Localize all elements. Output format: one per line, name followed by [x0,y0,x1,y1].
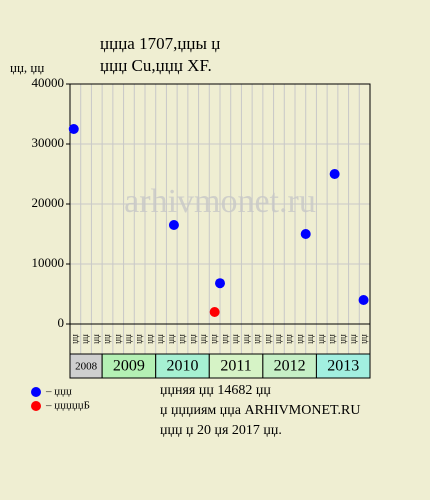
legend-label: – џџџџџБ [45,400,90,412]
column-label: џџ [294,334,304,344]
column-label: џџ [241,334,251,344]
footer-text: џ џџџиям џџа ARHIVMONET.RU [160,403,360,418]
column-label: џџ [198,334,208,344]
column-label: џџ [144,334,154,344]
column-label: џџ [327,334,337,344]
year-label: 2009 [113,358,145,375]
legend-marker [31,401,41,411]
column-label: џџ [102,334,112,344]
column-label: џџ [209,334,219,344]
column-label: џџ [316,334,326,344]
footer-text: џџняя џџ 14682 џџ [160,383,271,398]
column-label: џџ [359,334,369,344]
point [329,169,340,179]
column-label: џџ [337,334,347,344]
year-band [69,353,103,379]
year-label: 2011 [220,358,251,375]
column-label: џџ [284,334,294,344]
column-label: џџ [219,334,229,344]
column-label: џџ [177,334,187,344]
column-label: џџ [69,334,79,344]
column-label: џџ [262,334,272,344]
legend-label: – џџџ [45,386,72,398]
y-tick-label: 10000 [32,255,65,270]
point [68,124,79,134]
column-label: џџ [348,334,358,344]
point [215,278,225,289]
column-label: џџ [273,334,283,344]
year-band [315,353,371,379]
year-band [101,353,157,379]
column-label: џџ [187,334,197,344]
year-band [262,353,317,379]
year-label: 2012 [274,358,306,375]
column-label: џџ [123,334,133,344]
y-tick-label: 0 [58,315,65,330]
year-label: 2013 [327,358,359,375]
year-label: 2008 [75,361,98,373]
column-label: џџ [91,334,101,344]
column-label: џџ [112,334,122,344]
year-label: 2010 [167,358,199,375]
chart-title: џџџа 1707,џџы џ [100,34,220,53]
column-label: џџ [80,334,90,344]
column-label: џџ [252,334,262,344]
chart-title: џџџ Cu,џџџ XF. [100,56,212,75]
point [358,295,369,305]
column-label: џџ [305,334,315,344]
legend-marker [31,387,41,397]
y-axis-label: џџ, џџ [10,60,44,75]
column-label: џџ [155,334,165,344]
point [168,220,179,230]
y-tick-label: 20000 [32,195,65,210]
y-tick-label: 30000 [32,135,65,150]
point [300,229,311,239]
footer-text: џџџ џ 20 џя 2017 џџ. [160,423,282,438]
y-tick-label: 40000 [32,75,65,90]
point [209,307,220,317]
year-band [208,353,264,379]
column-label: џџ [134,334,144,344]
column-label: џџ [166,334,176,344]
column-label: џџ [230,334,240,344]
